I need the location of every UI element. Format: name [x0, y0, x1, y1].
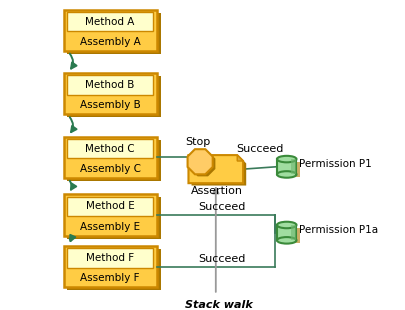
Text: Assertion: Assertion: [191, 186, 243, 196]
Polygon shape: [68, 76, 160, 117]
Polygon shape: [64, 246, 157, 287]
Polygon shape: [64, 73, 157, 114]
Text: Method F: Method F: [86, 253, 134, 263]
Text: Stack walk: Stack walk: [185, 300, 253, 310]
Text: Permission P1: Permission P1: [298, 159, 371, 169]
Polygon shape: [67, 197, 153, 216]
Polygon shape: [68, 197, 160, 239]
Text: Succeed: Succeed: [198, 202, 245, 212]
Ellipse shape: [277, 171, 296, 178]
Ellipse shape: [277, 222, 296, 228]
Polygon shape: [67, 12, 153, 31]
Polygon shape: [64, 137, 157, 178]
Polygon shape: [68, 12, 160, 54]
Polygon shape: [188, 155, 243, 183]
Polygon shape: [237, 155, 243, 161]
Text: Assembly F: Assembly F: [81, 273, 140, 283]
Polygon shape: [68, 140, 160, 181]
Polygon shape: [188, 149, 213, 174]
Polygon shape: [64, 10, 157, 51]
Ellipse shape: [277, 156, 296, 162]
Text: Succeed: Succeed: [236, 144, 284, 154]
Text: Permission P1a: Permission P1a: [298, 225, 378, 235]
Polygon shape: [68, 249, 160, 290]
Polygon shape: [67, 139, 153, 158]
Text: Method A: Method A: [85, 17, 135, 27]
Text: Assembly C: Assembly C: [80, 164, 141, 174]
Text: Method C: Method C: [85, 144, 135, 154]
Text: Assembly A: Assembly A: [80, 37, 141, 47]
Text: Method E: Method E: [86, 201, 134, 211]
Polygon shape: [192, 157, 246, 185]
Text: Assembly B: Assembly B: [80, 100, 141, 110]
Polygon shape: [291, 225, 296, 240]
Text: Succeed: Succeed: [198, 254, 245, 264]
Polygon shape: [67, 248, 153, 268]
Polygon shape: [277, 159, 296, 175]
Text: Stop: Stop: [186, 137, 211, 147]
Ellipse shape: [277, 237, 296, 244]
Polygon shape: [67, 75, 153, 95]
Text: Method B: Method B: [85, 80, 135, 90]
Polygon shape: [281, 162, 301, 177]
Polygon shape: [281, 228, 301, 243]
Text: Assembly E: Assembly E: [80, 222, 140, 232]
Polygon shape: [64, 194, 157, 236]
Polygon shape: [277, 225, 296, 240]
Polygon shape: [291, 159, 296, 175]
Polygon shape: [190, 151, 215, 176]
